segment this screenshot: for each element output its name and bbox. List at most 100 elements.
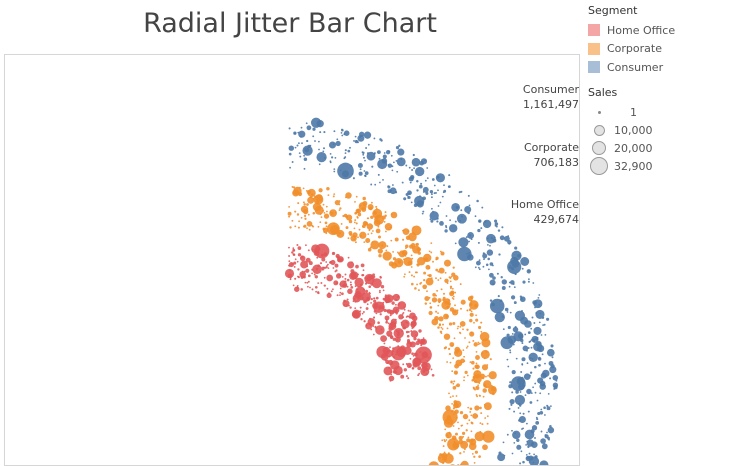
jitter-point — [424, 302, 428, 305]
jitter-point — [443, 184, 445, 187]
jitter-point — [411, 366, 415, 370]
jitter-point — [367, 247, 372, 252]
jitter-point — [533, 322, 536, 324]
jitter-point — [406, 362, 412, 368]
jitter-point — [530, 327, 533, 330]
jitter-point — [410, 330, 413, 333]
jitter-point — [481, 338, 491, 348]
jitter-point — [377, 150, 381, 154]
jitter-point — [491, 264, 494, 267]
jitter-point — [344, 277, 347, 280]
jitter-point — [297, 253, 302, 257]
jitter-point — [420, 281, 423, 284]
jitter-point — [407, 260, 413, 266]
jitter-point — [532, 461, 535, 464]
jitter-point — [377, 159, 388, 170]
jitter-point — [497, 295, 500, 298]
jitter-point — [292, 247, 295, 250]
jitter-point — [403, 275, 406, 278]
jitter-point — [524, 394, 527, 396]
jitter-point — [511, 370, 516, 375]
jitter-point — [370, 201, 373, 204]
jitter-point — [439, 221, 444, 226]
jitter-point — [375, 325, 385, 335]
jitter-point — [482, 252, 485, 255]
jitter-point — [370, 240, 380, 250]
legend-item-home-office[interactable]: Home Office — [588, 21, 675, 40]
jitter-point — [450, 380, 453, 383]
jitter-point — [407, 195, 410, 198]
jitter-point — [291, 161, 294, 163]
jitter-point — [438, 456, 441, 459]
jitter-point — [311, 193, 314, 196]
jitter-point — [550, 344, 554, 348]
jitter-point — [404, 273, 406, 276]
jitter-point — [474, 431, 485, 442]
jitter-point — [494, 219, 498, 223]
jitter-point — [418, 372, 421, 375]
jitter-point — [336, 138, 339, 141]
legend-label-home-office: Home Office — [607, 23, 676, 37]
jitter-point — [382, 303, 384, 305]
jitter-point — [331, 156, 334, 159]
jitter-point — [308, 261, 313, 266]
jitter-point — [488, 268, 490, 271]
jitter-point — [451, 403, 453, 405]
legend-item-consumer[interactable]: Consumer — [588, 58, 675, 77]
jitter-point — [318, 188, 323, 193]
jitter-point — [475, 386, 480, 390]
jitter-point — [412, 361, 419, 368]
jitter-point — [530, 339, 533, 341]
jitter-point — [298, 130, 306, 138]
jitter-point — [430, 368, 433, 371]
jitter-point — [323, 276, 326, 279]
jitter-point — [403, 368, 407, 372]
jitter-point — [531, 316, 534, 319]
jitter-point — [534, 306, 536, 309]
jitter-point — [288, 145, 295, 151]
jitter-point — [288, 215, 291, 218]
jitter-point — [357, 163, 363, 168]
jitter-point — [535, 309, 545, 319]
jitter-point — [298, 142, 300, 145]
jitter-point — [314, 285, 318, 289]
jitter-point — [455, 351, 458, 354]
jitter-point — [372, 208, 383, 219]
jitter-point — [392, 347, 395, 350]
jitter-point — [392, 337, 396, 341]
jitter-point — [451, 287, 454, 290]
jitter-point — [323, 131, 326, 134]
jitter-point — [453, 440, 456, 443]
jitter-point — [477, 228, 481, 233]
jitter-point — [322, 147, 326, 150]
jitter-point — [527, 278, 530, 281]
jitter-point — [388, 375, 395, 382]
jitter-point — [547, 426, 555, 434]
jitter-point — [486, 249, 494, 256]
segment-band-corporate — [287, 185, 497, 465]
jitter-point — [390, 324, 393, 326]
jitter-point — [455, 432, 458, 436]
jitter-point — [339, 283, 342, 286]
jitter-point — [547, 393, 550, 395]
jitter-point — [314, 140, 316, 142]
jitter-point — [534, 365, 537, 369]
jitter-point — [360, 263, 365, 268]
jitter-point — [483, 357, 486, 360]
jitter-point — [527, 410, 530, 413]
jitter-point — [463, 376, 466, 378]
jitter-point — [538, 294, 541, 296]
jitter-point — [489, 279, 496, 286]
jitter-point — [472, 413, 478, 419]
jitter-point — [470, 430, 473, 433]
jitter-point — [296, 286, 299, 289]
jitter-point — [297, 226, 300, 229]
jitter-point — [300, 205, 309, 213]
jitter-point — [433, 184, 436, 187]
jitter-point — [479, 422, 482, 425]
jitter-point — [382, 178, 384, 181]
jitter-point — [488, 385, 497, 395]
legend-item-corporate[interactable]: Corporate — [588, 40, 675, 59]
jitter-point — [459, 283, 462, 286]
jitter-point — [467, 232, 475, 239]
